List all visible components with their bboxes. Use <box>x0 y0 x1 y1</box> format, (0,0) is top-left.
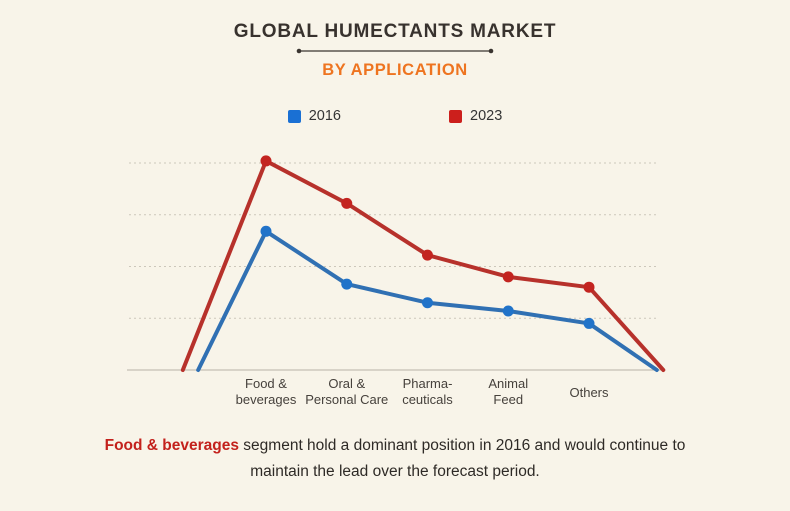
data-point-2016 <box>260 225 272 237</box>
category-label: Oral & <box>328 376 365 391</box>
category-label: ceuticals <box>402 392 453 407</box>
data-point-2023 <box>341 197 353 209</box>
data-point-2016 <box>341 278 353 290</box>
category-label: Feed <box>493 392 523 407</box>
caption: Food & beverages segment hold a dominant… <box>85 433 705 485</box>
caption-text: segment hold a dominant position in 2016… <box>239 437 686 480</box>
category-label: Others <box>569 385 609 400</box>
divider-left-dot-icon <box>296 48 302 54</box>
category-label: Personal Care <box>305 392 388 407</box>
title-divider-decoration <box>296 48 494 54</box>
data-point-2016 <box>422 297 433 309</box>
legend-label-2016: 2016 <box>308 108 341 124</box>
divider-right-dot-icon <box>488 48 494 54</box>
caption-highlight: Food & beverages <box>104 437 239 454</box>
data-point-2023 <box>422 249 433 261</box>
data-point-2016 <box>502 305 514 317</box>
legend-swatch-2023 <box>449 109 462 123</box>
chart-subtitle: BY APPLICATION <box>322 61 468 79</box>
chart-legend: 2016 2023 <box>0 108 790 124</box>
page-title: GLOBAL HUMECTANTS MARKET <box>233 21 557 42</box>
legend-swatch-2016 <box>287 109 301 123</box>
data-point-2016 <box>583 317 595 329</box>
legend-item-2016: 2016 <box>287 108 341 124</box>
legend-item-2023: 2023 <box>449 108 502 124</box>
legend-label-2023: 2023 <box>470 108 503 124</box>
data-point-2023 <box>583 281 595 293</box>
data-point-2023 <box>502 271 514 283</box>
data-point-2023 <box>260 155 272 167</box>
category-label: Pharma- <box>403 376 453 391</box>
category-label: Animal <box>488 376 528 391</box>
line-chart: Food &beverages Oral &Personal Care Pharma… <box>127 155 666 407</box>
category-label: beverages <box>236 392 297 407</box>
series-line-2023 <box>180 158 666 372</box>
category-label: Food & <box>245 376 287 391</box>
